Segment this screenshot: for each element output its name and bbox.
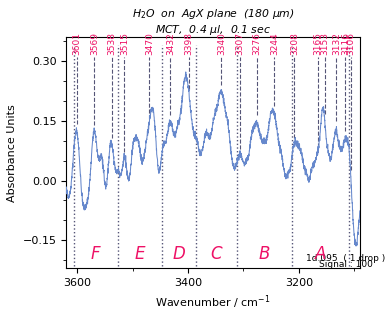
Text: 3116: 3116: [341, 32, 350, 55]
Title: $H_2O$  on  AgX plane  (180 $\mu$m)
MCT,  0.4 $\mu$l,  0.1 sec: $H_2O$ on AgX plane (180 $\mu$m) MCT, 0.…: [132, 7, 294, 37]
Text: B: B: [259, 245, 270, 263]
Text: Signal : 100: Signal : 100: [319, 260, 373, 269]
Text: 3515: 3515: [120, 32, 129, 55]
Text: 3538: 3538: [107, 32, 116, 55]
Text: 3601: 3601: [72, 32, 81, 55]
Text: 3244: 3244: [270, 32, 279, 55]
Text: A: A: [314, 245, 326, 263]
Text: D: D: [172, 245, 185, 263]
Text: 3165: 3165: [314, 32, 323, 55]
Text: C: C: [211, 245, 222, 263]
Text: 3398: 3398: [185, 32, 194, 55]
Text: 3307: 3307: [235, 32, 244, 55]
Y-axis label: Absorbance Units: Absorbance Units: [7, 104, 17, 202]
Text: 3432: 3432: [166, 32, 175, 55]
X-axis label: Wavenumber / cm$^{-1}$: Wavenumber / cm$^{-1}$: [155, 294, 270, 311]
Text: 3470: 3470: [145, 32, 154, 55]
Text: 3569: 3569: [90, 32, 99, 55]
Text: 1d.095  ( 1 drop ): 1d.095 ( 1 drop ): [306, 254, 386, 263]
Text: 3106: 3106: [347, 32, 356, 55]
Text: 3208: 3208: [290, 32, 299, 55]
Text: 3276: 3276: [252, 32, 261, 55]
Text: F: F: [91, 245, 101, 263]
Text: 3153: 3153: [320, 32, 329, 55]
Text: 3340: 3340: [217, 32, 226, 55]
Text: 3132: 3132: [332, 32, 341, 55]
Text: E: E: [134, 245, 145, 263]
